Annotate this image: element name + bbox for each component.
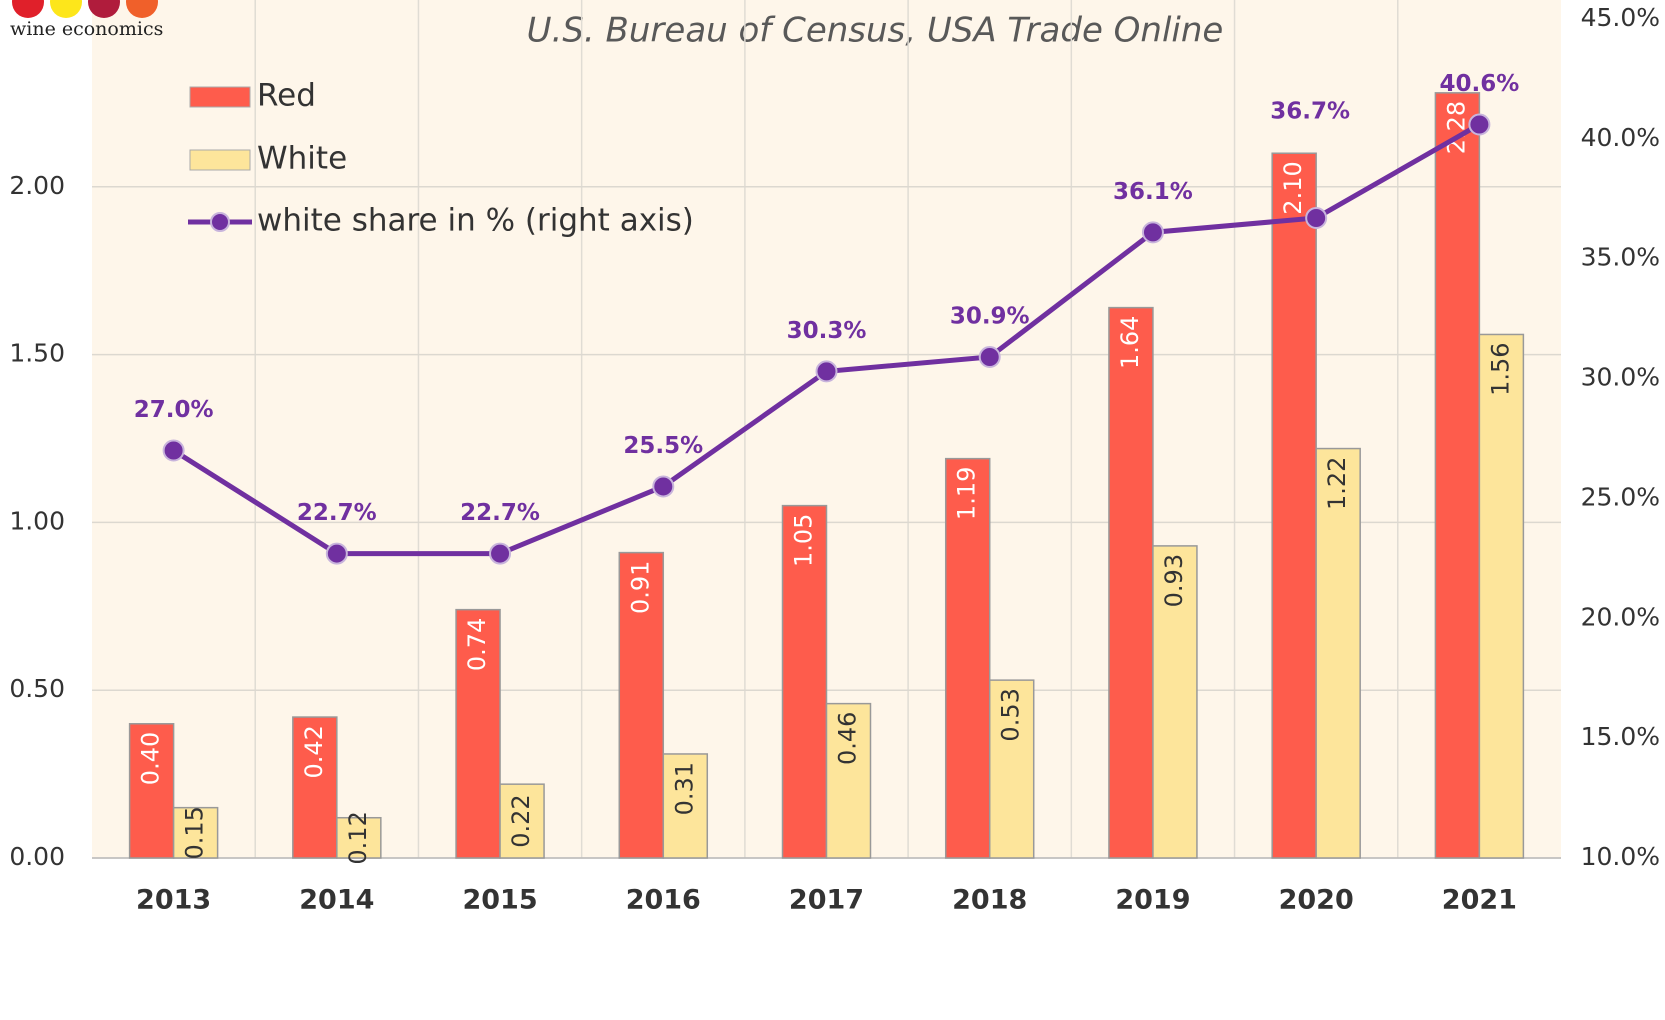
legend-label: Red bbox=[257, 78, 316, 114]
data-label: 1.56 bbox=[1486, 342, 1514, 395]
y2-tick-label: 15.0% bbox=[1581, 722, 1660, 751]
x-tick-label: 2013 bbox=[136, 885, 211, 916]
logo: wine economics bbox=[10, 0, 163, 40]
bar bbox=[336, 816, 382, 859]
bar bbox=[1434, 92, 1481, 859]
bar bbox=[944, 457, 991, 859]
y-tick-label: 0.00 bbox=[9, 842, 65, 871]
legend-swatch bbox=[189, 149, 251, 171]
data-label: 0.74 bbox=[463, 618, 491, 671]
data-label: 1.64 bbox=[1116, 316, 1144, 369]
bar bbox=[618, 551, 665, 859]
bar bbox=[1315, 447, 1361, 859]
data-label: 1.19 bbox=[953, 467, 981, 520]
data-label: 0.53 bbox=[997, 688, 1025, 741]
bar bbox=[1271, 152, 1317, 859]
data-label: 0.15 bbox=[181, 806, 209, 859]
data-label: 0.91 bbox=[626, 561, 654, 614]
data-label: 0.22 bbox=[507, 794, 535, 847]
bar bbox=[1478, 333, 1525, 859]
logo-dot bbox=[50, 0, 82, 18]
legend-swatch bbox=[189, 86, 251, 108]
data-label: 22.7% bbox=[297, 500, 377, 526]
y2-tick-label: 25.0% bbox=[1581, 482, 1660, 511]
y-tick-label: 0.50 bbox=[9, 674, 65, 703]
y-tick-label: 1.00 bbox=[9, 506, 65, 535]
line-marker bbox=[978, 345, 1001, 368]
legend-label: White bbox=[257, 141, 347, 177]
legend: Red White white share in % (right axis) bbox=[188, 78, 694, 239]
data-label: 36.1% bbox=[1113, 179, 1193, 205]
bar bbox=[292, 716, 338, 859]
data-label: 0.46 bbox=[834, 712, 862, 765]
x-tick-label: 2015 bbox=[462, 885, 537, 916]
y2-tick-label: 20.0% bbox=[1581, 602, 1660, 631]
data-label: 0.40 bbox=[137, 732, 165, 785]
x-tick-label: 2021 bbox=[1442, 885, 1517, 916]
logo-dot bbox=[126, 0, 158, 18]
legend-marker bbox=[210, 212, 230, 232]
y-tick-label: 1.50 bbox=[9, 339, 65, 368]
x-tick-label: 2014 bbox=[299, 885, 374, 916]
bar bbox=[172, 806, 219, 859]
logo-dot bbox=[88, 0, 120, 18]
y2-tick-label: 40.0% bbox=[1581, 123, 1660, 152]
logo-text: wine economics bbox=[10, 18, 163, 40]
x-tick-label: 2020 bbox=[1279, 885, 1354, 916]
line-marker bbox=[1141, 221, 1164, 244]
data-label: 30.9% bbox=[950, 303, 1030, 329]
bar bbox=[499, 783, 545, 859]
x-tick-label: 2017 bbox=[789, 885, 864, 916]
data-label: 22.7% bbox=[460, 500, 540, 526]
x-tick-label: 2018 bbox=[952, 885, 1027, 916]
logo-dot bbox=[12, 0, 44, 18]
y2-tick-label: 10.0% bbox=[1581, 842, 1660, 871]
y2-tick-label: 35.0% bbox=[1581, 243, 1660, 272]
y2-tick-label: 30.0% bbox=[1581, 363, 1660, 392]
bar bbox=[662, 753, 709, 859]
line-marker bbox=[1468, 113, 1491, 136]
line-marker bbox=[1305, 206, 1328, 229]
bar bbox=[455, 608, 501, 859]
y-tick-label: 2.00 bbox=[9, 171, 65, 200]
data-label: 0.31 bbox=[670, 762, 698, 815]
chart-subtitle: U.S. Bureau of Census, USA Trade Online bbox=[527, 11, 1224, 51]
legend-label: white share in % (right axis) bbox=[257, 203, 694, 239]
data-label: 27.0% bbox=[134, 397, 214, 423]
data-label: 1.05 bbox=[790, 514, 818, 567]
data-label: 0.12 bbox=[344, 811, 372, 864]
line-marker bbox=[652, 475, 675, 498]
data-label: 25.5% bbox=[623, 433, 703, 459]
data-label: 1.22 bbox=[1323, 457, 1351, 510]
x-tick-label: 2019 bbox=[1115, 885, 1190, 916]
x-tick-label: 2016 bbox=[626, 885, 701, 916]
bar bbox=[988, 679, 1035, 859]
data-label: 30.3% bbox=[787, 318, 867, 344]
data-label: 2.10 bbox=[1279, 161, 1307, 214]
bar bbox=[825, 702, 872, 859]
line-marker bbox=[815, 360, 838, 383]
bar bbox=[1152, 545, 1198, 859]
line-marker bbox=[325, 542, 348, 565]
data-label: 0.42 bbox=[300, 725, 328, 778]
y2-tick-label: 45.0% bbox=[1581, 3, 1660, 32]
data-label: 36.7% bbox=[1270, 98, 1350, 124]
bar bbox=[1108, 306, 1154, 859]
line-marker bbox=[162, 439, 185, 462]
data-label: 0.93 bbox=[1160, 554, 1188, 607]
bar bbox=[781, 504, 828, 859]
line-marker bbox=[489, 542, 512, 565]
data-label: 40.6% bbox=[1439, 71, 1519, 97]
data-label: 2.28 bbox=[1442, 101, 1470, 154]
bar bbox=[128, 723, 175, 859]
